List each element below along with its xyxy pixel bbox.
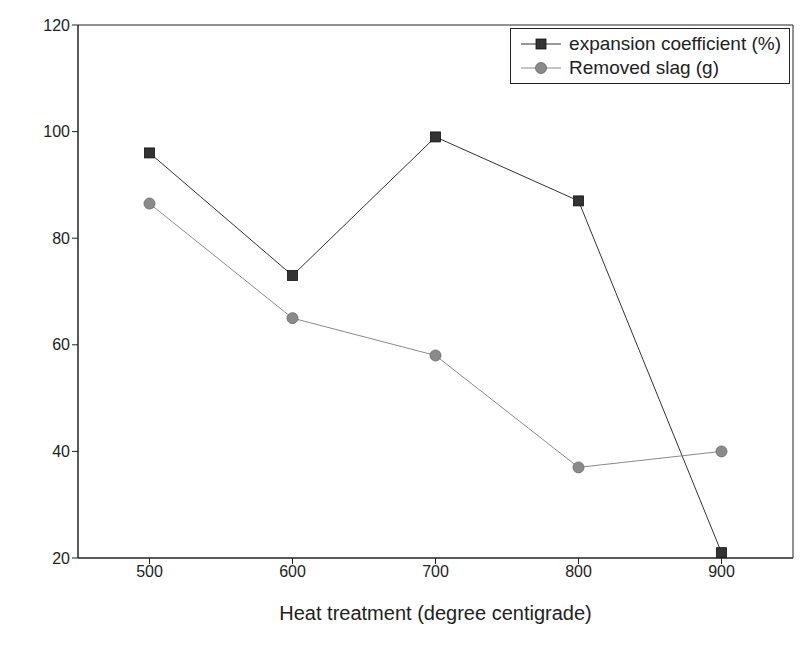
svg-text:40: 40 (52, 443, 70, 460)
svg-text:900: 900 (708, 563, 735, 580)
svg-text:120: 120 (43, 17, 70, 34)
svg-text:700: 700 (422, 563, 449, 580)
svg-text:100: 100 (43, 123, 70, 140)
svg-text:80: 80 (52, 230, 70, 247)
svg-text:600: 600 (279, 563, 306, 580)
svg-text:800: 800 (565, 563, 592, 580)
svg-text:500: 500 (136, 563, 163, 580)
svg-text:60: 60 (52, 336, 70, 353)
svg-text:20: 20 (52, 550, 70, 567)
html-text:expansion coefficient (%): expansion coefficient (%) (569, 33, 781, 54)
svg-text:Heat treatment (degree centigr: Heat treatment (degree centigrade) (279, 602, 591, 624)
html-text:Removed slag (g): Removed slag (g) (569, 57, 719, 78)
